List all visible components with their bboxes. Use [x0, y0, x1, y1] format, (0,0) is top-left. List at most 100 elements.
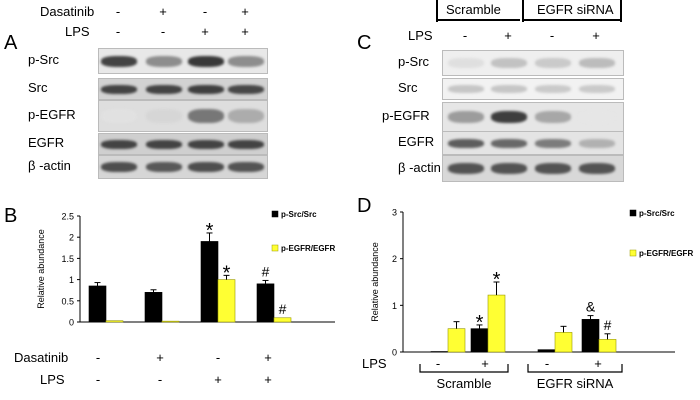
protein-band: [491, 138, 527, 148]
treatment-sign: -: [462, 28, 468, 43]
treatment-sign: +: [201, 24, 209, 39]
blot-strip-3: [442, 131, 624, 155]
bar-psrc: [88, 285, 107, 323]
protein-band: [228, 162, 264, 172]
blot-strip-4: [98, 155, 268, 179]
protein-band: [579, 138, 615, 148]
treatment-label-lps: LPS: [40, 372, 65, 387]
protein-band: [188, 109, 224, 123]
protein-band: [491, 111, 527, 123]
treatment-sign: +: [159, 4, 167, 19]
protein-band: [146, 162, 182, 172]
protein-band: [579, 58, 615, 68]
protein-band: [535, 111, 571, 123]
treatment-label-dasatinib: Dasatinib: [40, 4, 95, 19]
protein-band: [448, 111, 484, 123]
group-bracket-scramble: [419, 364, 509, 373]
protein-band: [491, 58, 527, 68]
bar-pegfr: [273, 317, 292, 323]
bar-pegfr: [105, 320, 124, 323]
blot-strip-0: [442, 50, 624, 76]
protein-band: [188, 55, 224, 67]
bar-psrc: [581, 319, 600, 353]
significance-mark: #: [604, 317, 612, 333]
panel-c-western-blot: Scramble EGFR siRNA LPS - + - + p-Src Src p-EGFR E…: [350, 0, 700, 185]
legend-label: p-Src/Src: [281, 210, 317, 219]
blot-strip-0: [98, 48, 268, 74]
protein-band: [146, 139, 182, 149]
significance-mark: *: [493, 269, 501, 291]
treatment-sign: +: [156, 350, 164, 365]
bar-pegfr: [161, 320, 180, 323]
protein-band: [448, 138, 484, 148]
treatment-sign: -: [202, 4, 208, 19]
blot-strip-2: [98, 100, 268, 132]
protein-band: [101, 162, 137, 172]
protein-band: [101, 139, 137, 149]
blot-label: p-EGFR: [28, 107, 76, 122]
bar-psrc: [537, 349, 556, 353]
protein-band: [491, 85, 527, 93]
protein-band: [228, 139, 264, 149]
group-underline: [436, 19, 520, 21]
protein-band: [146, 84, 182, 94]
treatment-sign: -: [545, 356, 549, 371]
treatment-sign: +: [241, 24, 249, 39]
blot-strip-1: [98, 78, 268, 100]
treatment-sign: +: [241, 4, 249, 19]
y-tick-label: 1.5: [61, 254, 74, 264]
panel-letter-b: B: [4, 205, 18, 227]
panel-letter-a: A: [4, 32, 18, 54]
protein-band: [448, 163, 484, 174]
legend-label: p-Src/Src: [639, 209, 675, 218]
bar-psrc: [430, 351, 449, 353]
protein-band: [146, 55, 182, 67]
legend-swatch: [629, 209, 637, 217]
protein-band: [101, 109, 137, 123]
blot-label: β -actin: [28, 158, 71, 173]
legend-label: p-EGFR/EGFR: [639, 249, 693, 258]
bar-psrc: [256, 283, 275, 323]
bar-pegfr: [487, 294, 506, 353]
treatment-sign: -: [115, 24, 121, 39]
y-tick-label: 0: [392, 348, 397, 358]
protein-band: [448, 85, 484, 93]
blot-strip-1: [442, 78, 624, 100]
blot-strip-3: [98, 133, 268, 155]
significance-mark: &: [586, 299, 596, 315]
panel-letter-d: D: [357, 195, 372, 217]
group-separator: [522, 0, 524, 22]
group-label-scramble: Scramble: [446, 2, 501, 17]
protein-band: [448, 58, 484, 68]
significance-mark: *: [206, 220, 214, 242]
protein-band: [188, 162, 224, 172]
treatment-label-lps: LPS: [408, 28, 433, 43]
protein-band: [579, 163, 615, 174]
treatment-sign: -: [436, 356, 440, 371]
y-tick-label: 2: [69, 233, 74, 243]
y-tick-label: 3: [392, 208, 397, 218]
significance-mark: *: [476, 312, 484, 334]
significance-mark: *: [223, 262, 231, 284]
significance-mark: #: [262, 263, 270, 279]
treatment-sign: +: [214, 372, 222, 387]
y-tick-label: 0: [69, 318, 74, 328]
treatment-sign: -: [115, 4, 121, 19]
y-tick-label: 2: [392, 254, 397, 264]
blot-strip-4: [442, 155, 624, 182]
bar-psrc: [200, 241, 219, 323]
y-axis-label: Relative abundance: [36, 229, 46, 309]
bar-pegfr: [217, 279, 236, 323]
protein-band: [491, 163, 527, 174]
y-tick-label: 2.5: [61, 212, 74, 222]
panel-d-bar-chart: 0 1 2 3 Relative abundance * & * # p-Src/Src p-EGF…: [362, 208, 693, 392]
y-tick-label: 0.5: [61, 296, 74, 306]
protein-band: [188, 84, 224, 94]
protein-band: [101, 55, 137, 67]
bar-psrc: [144, 292, 163, 323]
blot-label: p-EGFR: [382, 108, 430, 123]
treatment-sign: +: [481, 356, 489, 371]
y-tick-label: 1: [69, 275, 74, 285]
bar-pegfr: [447, 328, 466, 353]
treatment-sign: -: [96, 350, 100, 365]
